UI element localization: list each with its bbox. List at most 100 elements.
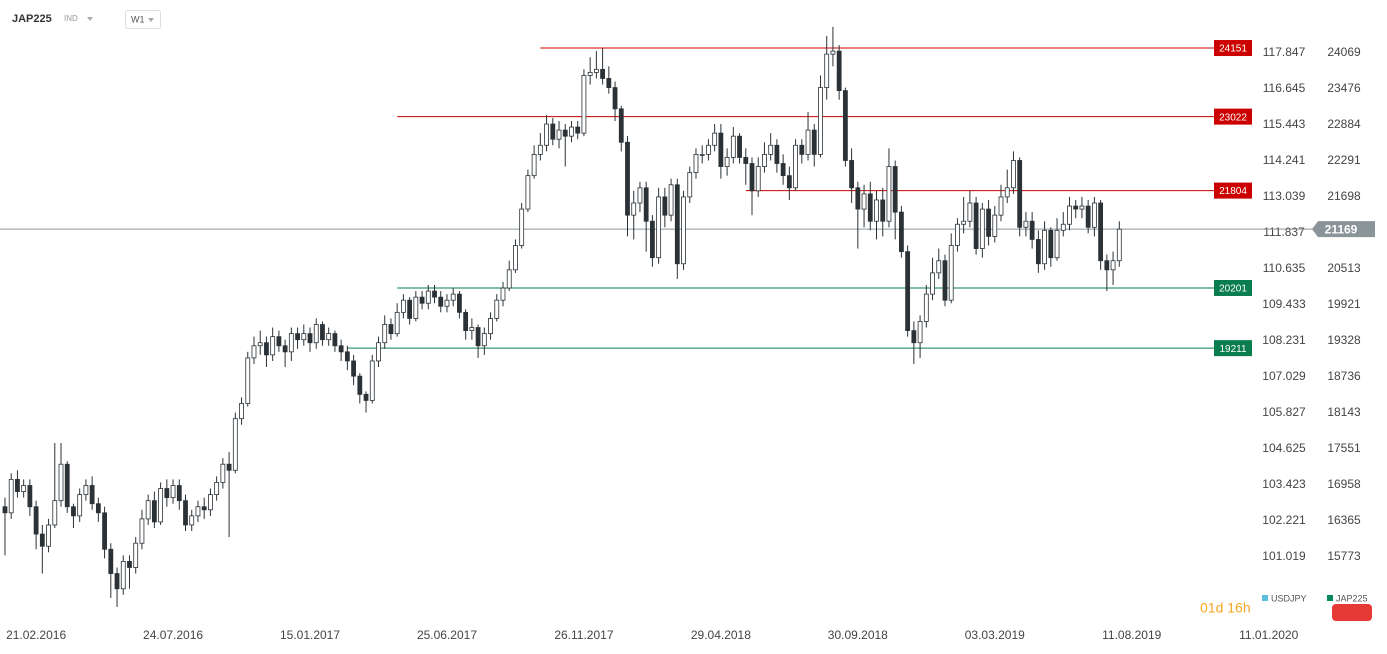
candle-body [127,561,132,568]
candle-body [643,187,649,222]
candle-body [170,485,176,499]
candle-body [880,199,886,222]
timeframe-caret[interactable] [148,18,154,22]
y-tick-label: 18143 [1327,405,1361,419]
candle-body [687,172,693,198]
y-tick-label: 22884 [1327,117,1361,131]
candle-body [587,71,593,76]
y-tick-label: 19921 [1327,297,1361,311]
candle-body [780,163,786,177]
candle-body [656,196,662,259]
candle-body [1035,239,1041,265]
level-box [1214,108,1252,125]
candle-body [413,296,419,319]
candle-body [961,220,967,225]
candle-body [15,479,20,492]
candle-body [239,403,244,420]
candle-body [1098,202,1104,262]
candle-body [226,463,232,471]
candle-body [270,336,276,356]
candle-body [46,524,51,547]
y2-tick-label: 114.241 [1263,153,1306,167]
candle-body [139,518,145,544]
timeframe[interactable]: W1 [131,14,145,24]
candle-body [400,299,406,313]
candle-body [369,360,375,401]
y-tick-label: 16958 [1327,477,1361,491]
candle-body [89,485,95,505]
candle-body [1073,205,1079,210]
candle-body [917,321,923,344]
candle-body [811,129,817,155]
candle-body [264,342,269,356]
candle-body [581,75,587,134]
market-caret[interactable] [87,17,93,21]
y2-tick-label: 101.019 [1262,549,1306,563]
candle-body [363,393,369,401]
candle-body [625,141,630,216]
candle-body [108,548,114,574]
candle-body [867,193,873,222]
x-tick-label: 24.07.2016 [143,628,203,642]
candle-body [768,144,774,155]
candle-body [1054,229,1060,259]
candle-body [1023,220,1029,228]
candle-body [805,129,811,155]
y-tick-label: 18736 [1327,369,1361,383]
candle-body [1029,220,1035,240]
candle-body [425,290,431,304]
candle-body [1116,228,1122,262]
candle-body [27,485,33,508]
candle-body [942,260,948,301]
y-tick-label: 24069 [1327,45,1361,59]
candle-body [674,184,680,265]
candle-body [737,135,742,158]
x-tick-label: 30.09.2018 [828,628,888,642]
candle-body [133,542,139,568]
candle-body [892,166,898,213]
y2-tick-label: 102.221 [1262,513,1306,527]
y-tick-label: 16365 [1327,513,1361,527]
y2-tick-label: 105.827 [1262,405,1306,419]
candle-body [911,330,917,344]
candle-body [463,311,469,331]
y-tick-label: 21698 [1327,189,1361,203]
candle-body [344,351,350,362]
level-label: 20201 [1219,284,1247,295]
candle-body [836,50,842,92]
candle-body [774,144,780,164]
candle-body [326,333,332,341]
candle-body [276,336,282,347]
candle-body [288,333,294,353]
y-tick-label: 19328 [1327,333,1361,347]
candle-body [357,375,363,395]
y2-tick-label: 103.423 [1262,477,1306,491]
legend-swatch [1327,595,1333,601]
x-tick-label: 11.08.2019 [1102,628,1161,642]
candle-body [481,333,487,347]
candle-body [195,506,201,517]
candle-body [930,272,935,295]
candle-body [793,144,798,189]
timeframe-box[interactable] [125,10,161,29]
candle-body [71,506,76,517]
x-tick-label: 11.01.2020 [1239,628,1298,642]
candle-body [986,208,991,237]
candle-body [506,269,512,289]
candle-body [332,333,338,347]
candle-body [251,345,257,359]
action-button[interactable] [1332,604,1372,621]
candle-body [488,318,493,335]
candle-body [936,260,942,274]
candle-body [861,193,867,210]
candle-body [500,287,506,301]
candle-body [475,327,481,347]
candle-body [158,488,164,523]
candle-body [631,202,637,216]
candle-body [830,50,836,55]
candle-body [176,485,182,502]
candle-body [923,293,929,322]
candle-body [556,129,562,140]
